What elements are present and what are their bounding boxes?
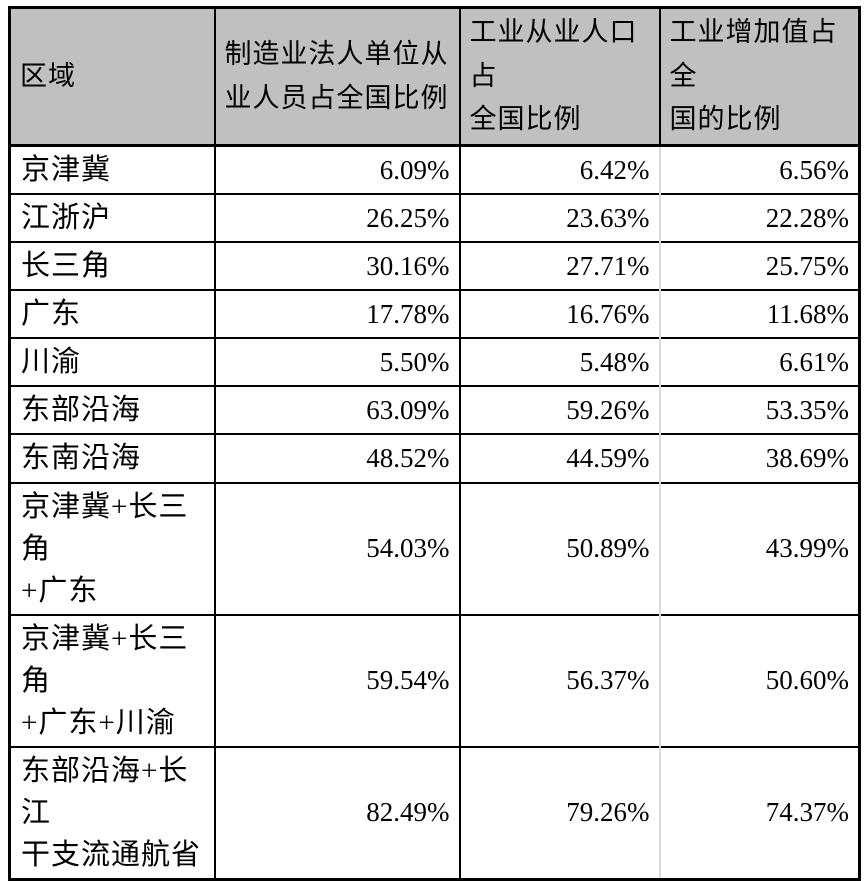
cell-region: 川渝 (9, 337, 215, 387)
cell-industry-pop-share: 79.26% (458, 745, 660, 880)
regional-industry-share-table-wrap: 区域 制造业法人单位从 业人员占全国比例 工业从业人口占 全国比例 工业增加值占… (8, 6, 861, 881)
column-header-industry-value-share: 工业增加值占全 国的比例 (658, 7, 860, 148)
cell-manufacturing-share: 54.03% (213, 481, 460, 615)
cell-industry-value-share: 38.69% (658, 433, 860, 483)
table-row: 长三角 30.16% 27.71% 25.75% (9, 241, 860, 291)
cell-industry-value-share: 6.56% (658, 144, 860, 195)
cell-industry-pop-share: 23.63% (458, 193, 660, 243)
cell-manufacturing-share: 5.50% (213, 337, 460, 387)
cell-manufacturing-share: 30.16% (213, 241, 460, 291)
cell-industry-pop-share: 27.71% (458, 241, 660, 291)
cell-manufacturing-share: 63.09% (213, 385, 460, 435)
column-header-industry-pop-share: 工业从业人口占 全国比例 (458, 7, 660, 148)
cell-region: 江浙沪 (9, 193, 215, 243)
table-row: 东南沿海 48.52% 44.59% 38.69% (9, 433, 860, 483)
header-row: 区域 制造业法人单位从 业人员占全国比例 工业从业人口占 全国比例 工业增加值占… (9, 7, 860, 148)
cell-region: 京津冀+长三角 +广东 (9, 481, 215, 615)
cell-manufacturing-share: 82.49% (213, 745, 460, 880)
column-header-manufacturing-share: 制造业法人单位从 业人员占全国比例 (213, 7, 460, 148)
cell-industry-pop-share: 59.26% (458, 385, 660, 435)
cell-industry-pop-share: 44.59% (458, 433, 660, 483)
regional-industry-share-table: 区域 制造业法人单位从 业人员占全国比例 工业从业人口占 全国比例 工业增加值占… (8, 6, 861, 881)
column-header-region: 区域 (9, 7, 215, 148)
table-row: 川渝 5.50% 5.48% 6.61% (9, 337, 860, 387)
cell-industry-value-share: 11.68% (658, 289, 860, 339)
table-row: 京津冀+长三角 +广东+川渝 59.54% 56.37% 50.60% (9, 613, 860, 747)
cell-industry-value-share: 74.37% (658, 745, 860, 880)
cell-industry-value-share: 22.28% (658, 193, 860, 243)
cell-manufacturing-share: 59.54% (213, 613, 460, 747)
cell-industry-pop-share: 6.42% (458, 144, 660, 195)
cell-industry-pop-share: 16.76% (458, 289, 660, 339)
cell-industry-value-share: 6.61% (658, 337, 860, 387)
cell-industry-pop-share: 5.48% (458, 337, 660, 387)
cell-industry-value-share: 50.60% (658, 613, 860, 747)
table-row: 京津冀 6.09% 6.42% 6.56% (9, 144, 860, 195)
table-row: 东部沿海 63.09% 59.26% 53.35% (9, 385, 860, 435)
cell-manufacturing-share: 48.52% (213, 433, 460, 483)
cell-region: 广东 (9, 289, 215, 339)
cell-industry-pop-share: 56.37% (458, 613, 660, 747)
cell-industry-value-share: 53.35% (658, 385, 860, 435)
cell-manufacturing-share: 17.78% (213, 289, 460, 339)
cell-manufacturing-share: 26.25% (213, 193, 460, 243)
cell-industry-pop-share: 50.89% (458, 481, 660, 615)
table-row: 广东 17.78% 16.76% 11.68% (9, 289, 860, 339)
table-row: 京津冀+长三角 +广东 54.03% 50.89% 43.99% (9, 481, 860, 615)
cell-industry-value-share: 25.75% (658, 241, 860, 291)
cell-region: 长三角 (9, 241, 215, 291)
cell-manufacturing-share: 6.09% (213, 144, 460, 195)
cell-industry-value-share: 43.99% (658, 481, 860, 615)
cell-region: 京津冀 (9, 144, 215, 195)
cell-region: 京津冀+长三角 +广东+川渝 (9, 613, 215, 747)
table-row: 东部沿海+长江 干支流通航省 82.49% 79.26% 74.37% (9, 745, 860, 880)
table-row: 江浙沪 26.25% 23.63% 22.28% (9, 193, 860, 243)
cell-region: 东部沿海 (9, 385, 215, 435)
cell-region: 东南沿海 (9, 433, 215, 483)
cell-region: 东部沿海+长江 干支流通航省 (9, 745, 215, 880)
